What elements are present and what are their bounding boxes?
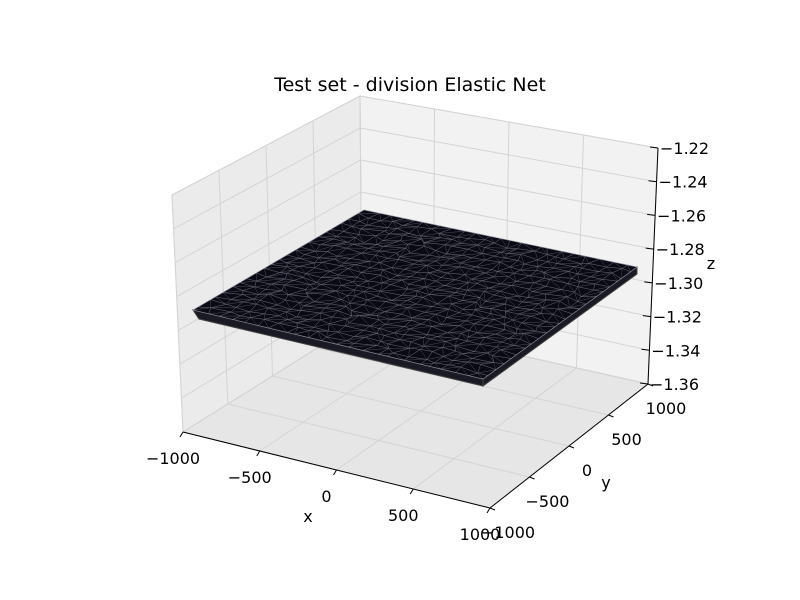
x-tick-label: 500 bbox=[388, 506, 419, 525]
z-tick-mark bbox=[648, 180, 657, 183]
z-grid-line bbox=[171, 95, 659, 196]
z-tick-label: −1.34 bbox=[651, 341, 700, 360]
x-tick-label: −500 bbox=[228, 468, 272, 487]
x-tick-mark bbox=[256, 450, 261, 457]
y-tick-mark bbox=[568, 445, 575, 449]
z-tick-label: −1.24 bbox=[659, 173, 708, 192]
floor-grid-line bbox=[412, 367, 577, 490]
z-tick-mark bbox=[641, 348, 650, 351]
y-tick-mark bbox=[489, 507, 496, 511]
y-axis-label: y bbox=[601, 473, 610, 492]
z-grid-line bbox=[174, 159, 656, 264]
left-pane-grid-line bbox=[218, 170, 229, 405]
y-tick-mark bbox=[608, 414, 614, 418]
z-tick-mark bbox=[642, 315, 651, 318]
y-tick-label: −500 bbox=[526, 492, 570, 511]
z-tick-label: −1.22 bbox=[660, 139, 709, 158]
z-tick-mark bbox=[639, 382, 649, 385]
x-tick-mark bbox=[486, 507, 491, 514]
z-axis-line bbox=[647, 147, 659, 385]
left-pane-grid-line bbox=[265, 145, 273, 377]
surface-mesh bbox=[192, 209, 638, 380]
mesh-cell bbox=[621, 264, 638, 272]
surface-plot bbox=[191, 209, 638, 387]
y-tick-label: −1000 bbox=[481, 523, 535, 542]
back-pane-grid-line bbox=[576, 134, 584, 369]
z-tick-mark bbox=[645, 247, 654, 250]
x-tick-mark bbox=[409, 488, 414, 495]
z-tick-mark bbox=[644, 281, 653, 284]
z-tick-label: −1.32 bbox=[653, 308, 702, 327]
tick-marks: −1000−50005001000−1000−50005001000−1.36−… bbox=[146, 139, 709, 544]
z-tick-mark bbox=[647, 213, 656, 216]
x-tick-label: −1000 bbox=[146, 449, 200, 468]
y-tick-mark bbox=[529, 476, 535, 480]
y-tick-label: 500 bbox=[611, 430, 642, 449]
z-axis-label: z bbox=[707, 254, 715, 273]
x-tick-label: 1000 bbox=[460, 525, 501, 544]
x-tick-mark bbox=[179, 431, 184, 438]
x-tick-label: 0 bbox=[321, 487, 331, 506]
y-tick-mark bbox=[647, 383, 654, 387]
z-tick-label: −1.28 bbox=[656, 240, 705, 259]
z-tick-label: −1.36 bbox=[650, 375, 699, 394]
y-tick-label: 0 bbox=[582, 461, 592, 480]
y-tick-label: 1000 bbox=[646, 399, 687, 418]
z-tick-label: −1.30 bbox=[654, 274, 703, 293]
chart-title: Test set - division Elastic Net bbox=[273, 74, 546, 96]
x-axis-label: x bbox=[303, 507, 312, 526]
z-grid-line bbox=[176, 191, 654, 298]
z-tick-label: −1.26 bbox=[657, 206, 706, 225]
left-pane-grid-line bbox=[171, 194, 184, 433]
x-tick-mark bbox=[333, 469, 337, 476]
z-grid-line bbox=[173, 127, 657, 230]
z-tick-mark bbox=[649, 146, 659, 149]
